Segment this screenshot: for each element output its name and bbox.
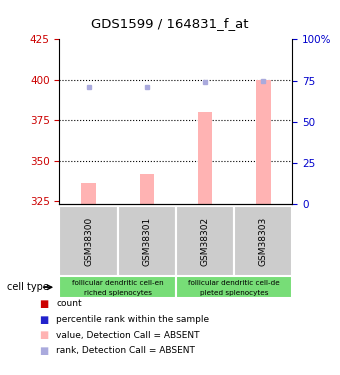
Text: GSM38303: GSM38303	[259, 216, 268, 266]
Bar	[118, 206, 176, 276]
Text: pleted splenocytes: pleted splenocytes	[200, 290, 268, 296]
Text: ■: ■	[39, 299, 49, 309]
Bar	[234, 206, 292, 276]
Text: GSM38302: GSM38302	[201, 216, 209, 266]
Text: riched splenocytes: riched splenocytes	[84, 290, 152, 296]
Bar	[139, 174, 154, 204]
Bar	[176, 206, 234, 276]
Bar	[176, 276, 292, 298]
Text: percentile rank within the sample: percentile rank within the sample	[56, 315, 209, 324]
Bar	[81, 183, 96, 204]
Bar	[198, 112, 212, 204]
Text: follicular dendritic cell-en: follicular dendritic cell-en	[72, 280, 164, 286]
Text: rank, Detection Call = ABSENT: rank, Detection Call = ABSENT	[56, 346, 195, 355]
Text: GSM38300: GSM38300	[84, 216, 93, 266]
Text: count: count	[56, 299, 82, 308]
Bar	[256, 80, 271, 204]
Text: follicular dendritic cell-de: follicular dendritic cell-de	[188, 280, 280, 286]
Text: GDS1599 / 164831_f_at: GDS1599 / 164831_f_at	[91, 17, 249, 30]
Text: ■: ■	[39, 346, 49, 356]
Text: ■: ■	[39, 315, 49, 324]
Text: ■: ■	[39, 330, 49, 340]
Bar	[59, 206, 118, 276]
Text: cell type: cell type	[7, 282, 49, 292]
Text: value, Detection Call = ABSENT: value, Detection Call = ABSENT	[56, 331, 200, 340]
Bar	[59, 276, 176, 298]
Text: GSM38301: GSM38301	[142, 216, 151, 266]
